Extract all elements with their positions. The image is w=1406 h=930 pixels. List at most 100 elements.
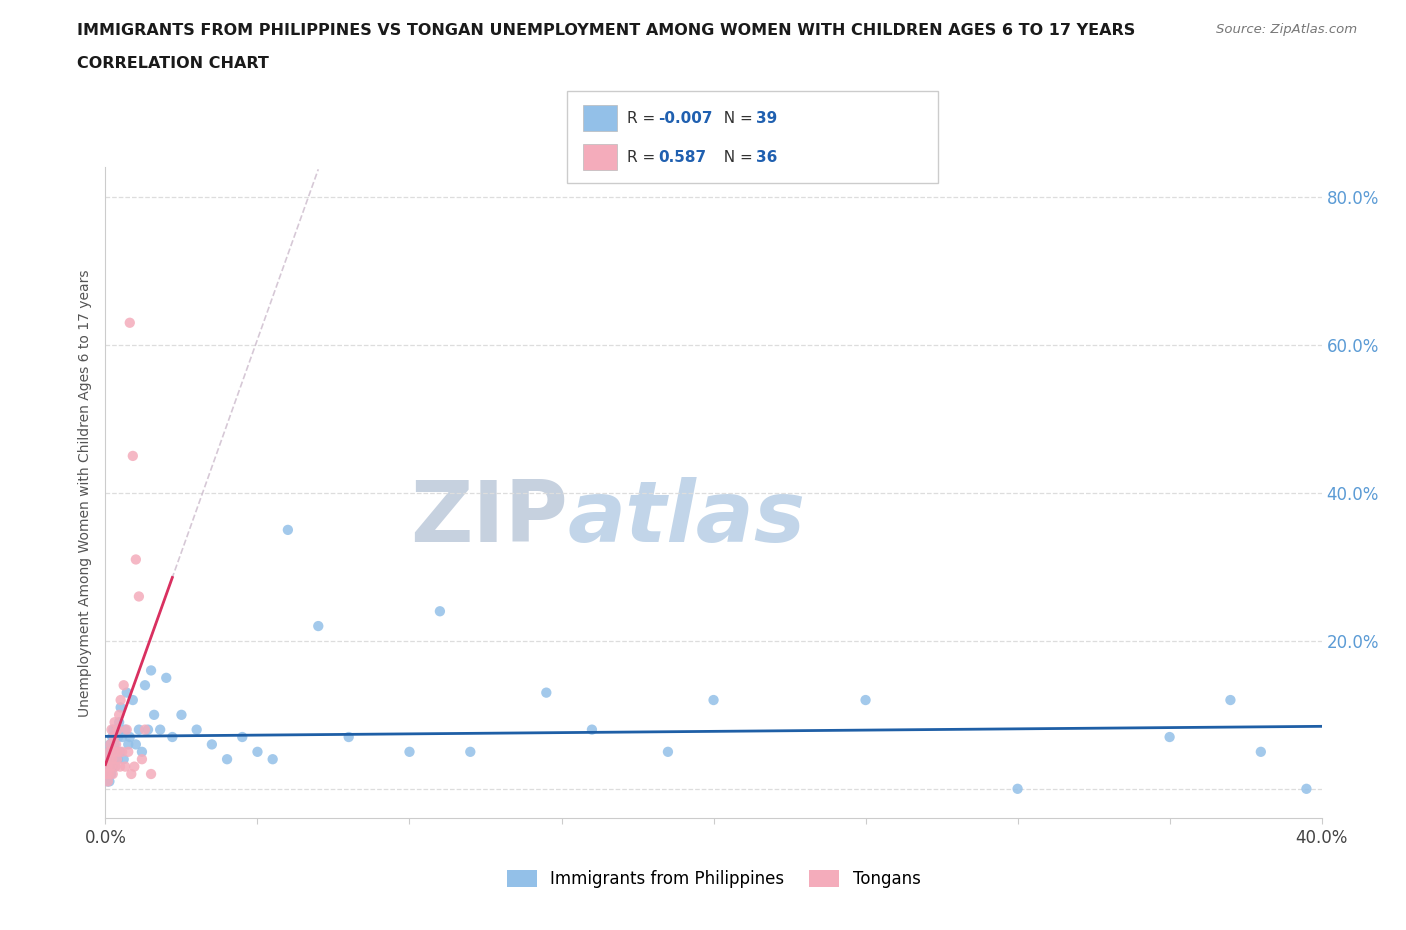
Point (104, 759, 127, 774)
Point (104, 759, 127, 774)
Legend: Immigrants from Philippines, Tongans: Immigrants from Philippines, Tongans (501, 863, 927, 895)
Point (139, 663, 162, 678)
Point (105, 751, 128, 766)
Point (108, 708, 131, 723)
Text: N =: N = (714, 111, 758, 126)
Point (120, 766, 142, 781)
Point (115, 723, 138, 737)
Text: ZIP: ZIP (411, 477, 568, 561)
Point (107, 751, 129, 766)
Point (337, 729, 360, 744)
Point (103, 723, 125, 737)
Point (100, 759, 122, 774)
Point (107, 744, 129, 759)
Point (101, 729, 124, 744)
Text: CORRELATION CHART: CORRELATION CHART (77, 56, 269, 71)
Point (128, 723, 150, 737)
Point (103, 729, 125, 744)
Y-axis label: Unemployment Among Women with Children Ages 6 to 17 years: Unemployment Among Women with Children A… (79, 269, 93, 717)
Point (149, 723, 172, 737)
Point (103, 737, 125, 751)
Point (121, 693, 143, 708)
Point (101, 751, 124, 766)
Point (1159, 729, 1181, 744)
Point (131, 744, 153, 759)
Point (307, 618, 329, 633)
Point (112, 678, 135, 693)
Text: 36: 36 (756, 150, 778, 165)
Point (134, 723, 156, 737)
Point (98, 759, 121, 774)
Point (124, 759, 146, 774)
Point (98, 774, 121, 789)
Point (100, 766, 122, 781)
Point (98, 766, 121, 781)
Point (855, 693, 877, 708)
Point (111, 729, 134, 744)
Point (657, 744, 679, 759)
Point (186, 723, 208, 737)
Point (128, 589, 150, 604)
Point (458, 744, 481, 759)
Point (536, 685, 558, 700)
Text: 0.587: 0.587 (658, 150, 706, 165)
Point (398, 744, 420, 759)
Point (125, 552, 148, 567)
Point (117, 737, 139, 751)
Point (97, 751, 120, 766)
Point (101, 766, 124, 781)
Point (103, 751, 125, 766)
Point (97, 774, 120, 789)
Point (117, 744, 139, 759)
Point (98, 737, 121, 751)
Point (100, 759, 122, 774)
Point (107, 723, 129, 737)
Point (131, 751, 153, 766)
Point (201, 737, 224, 751)
Point (114, 759, 136, 774)
Point (1219, 693, 1241, 708)
Point (101, 759, 124, 774)
Point (118, 729, 141, 744)
Point (170, 708, 193, 723)
Point (98, 737, 121, 751)
Point (101, 744, 124, 759)
Point (97, 759, 120, 774)
Point (702, 693, 725, 708)
Text: R =: R = (627, 150, 665, 165)
Point (134, 678, 156, 693)
Point (1295, 781, 1317, 796)
Point (262, 751, 284, 766)
Text: 39: 39 (756, 111, 778, 126)
Point (98, 751, 121, 766)
Point (105, 744, 128, 759)
Point (139, 766, 162, 781)
Point (143, 708, 166, 723)
Point (98, 744, 121, 759)
Point (100, 744, 122, 759)
Point (105, 737, 128, 751)
Text: atlas: atlas (568, 477, 806, 561)
Point (96, 766, 118, 781)
Point (100, 723, 122, 737)
Point (115, 685, 138, 700)
Point (97, 744, 120, 759)
Point (121, 448, 143, 463)
Point (96, 766, 118, 781)
Point (155, 671, 177, 685)
Point (112, 751, 135, 766)
Text: Source: ZipAtlas.com: Source: ZipAtlas.com (1216, 23, 1357, 36)
Point (97, 774, 120, 789)
Point (96, 759, 118, 774)
Point (114, 723, 136, 737)
Point (103, 744, 125, 759)
Point (100, 751, 122, 766)
Text: R =: R = (627, 111, 661, 126)
Text: IMMIGRANTS FROM PHILIPPINES VS TONGAN UNEMPLOYMENT AMONG WOMEN WITH CHILDREN AGE: IMMIGRANTS FROM PHILIPPINES VS TONGAN UN… (77, 23, 1136, 38)
Point (1250, 744, 1272, 759)
Point (110, 700, 132, 715)
Point (136, 723, 159, 737)
Point (97, 766, 120, 781)
Point (108, 744, 131, 759)
Point (277, 523, 299, 538)
